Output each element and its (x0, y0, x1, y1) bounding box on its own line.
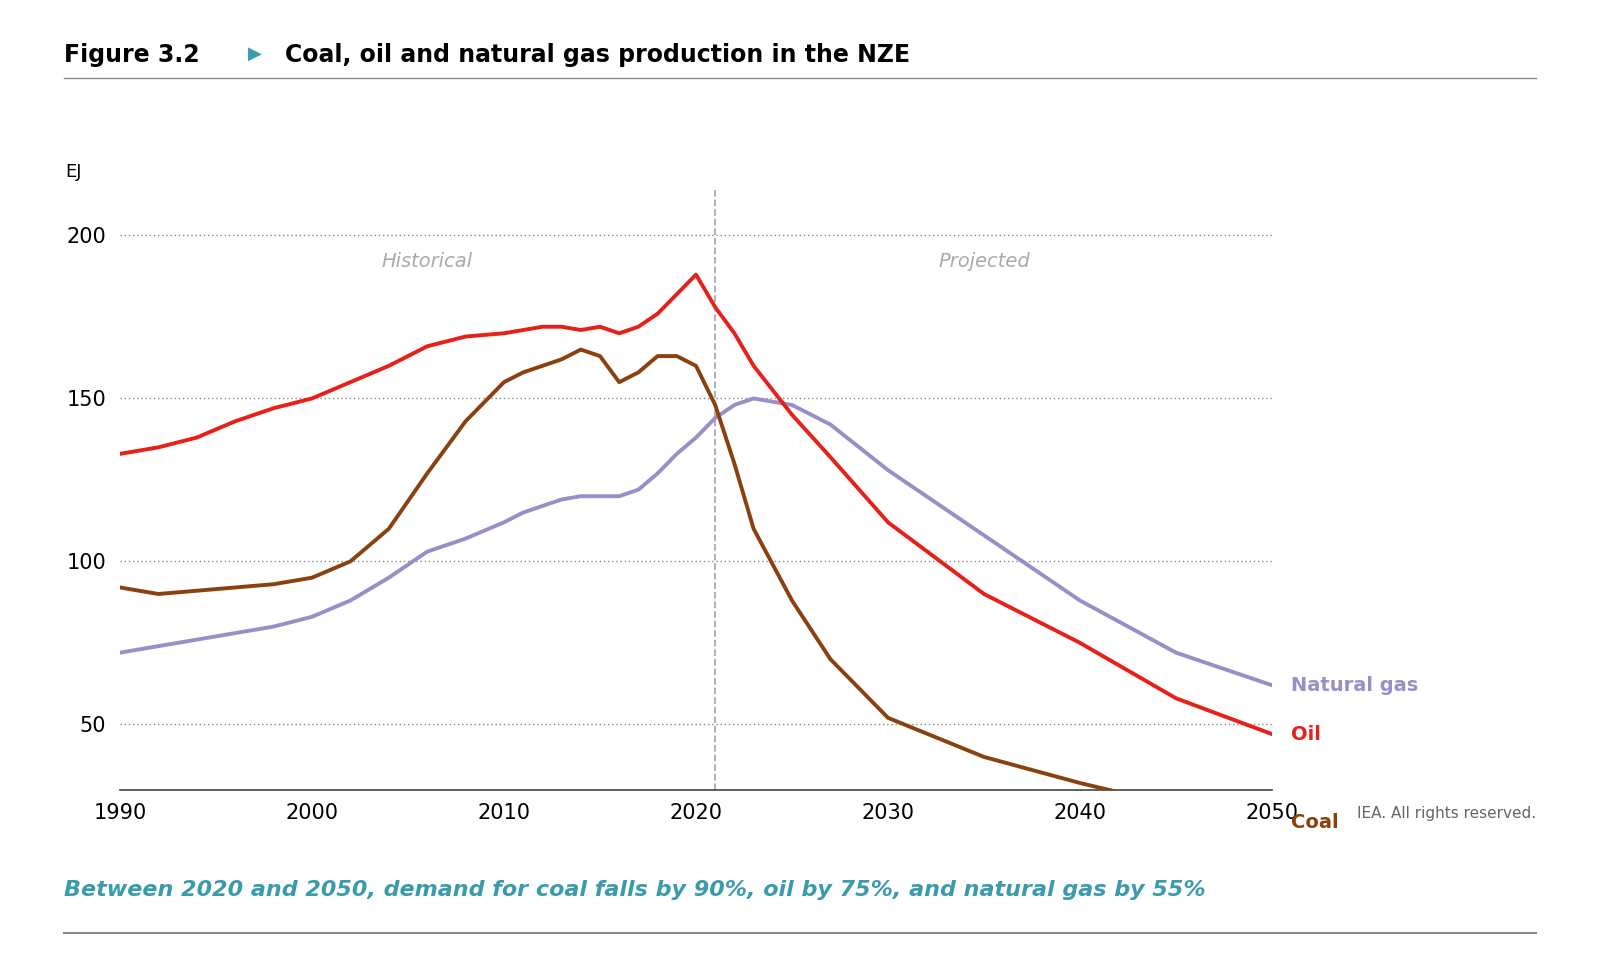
Text: Coal, oil and natural gas production in the NZE: Coal, oil and natural gas production in … (285, 43, 910, 67)
Text: Between 2020 and 2050, demand for coal falls by 90%, oil by 75%, and natural gas: Between 2020 and 2050, demand for coal f… (64, 880, 1206, 900)
Text: EJ: EJ (66, 163, 82, 181)
Text: Projected: Projected (938, 252, 1030, 271)
Text: Oil: Oil (1291, 724, 1322, 744)
Text: Historical: Historical (382, 252, 472, 271)
Text: Coal: Coal (1291, 812, 1339, 832)
Text: Natural gas: Natural gas (1291, 676, 1419, 695)
Text: IEA. All rights reserved.: IEA. All rights reserved. (1357, 806, 1536, 821)
Text: ▶: ▶ (248, 45, 262, 63)
Text: Figure 3.2: Figure 3.2 (64, 43, 200, 67)
